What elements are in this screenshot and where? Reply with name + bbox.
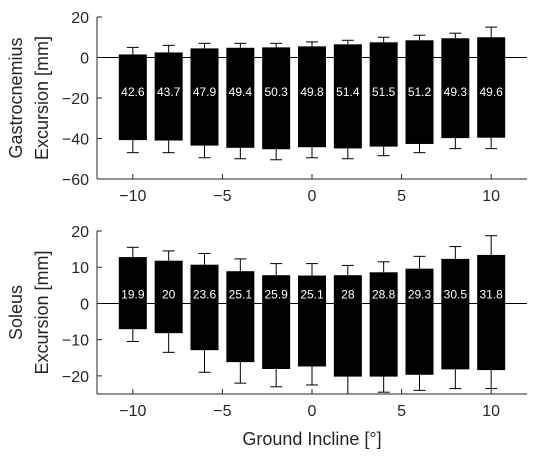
- bar-value-label: 20: [162, 287, 176, 301]
- bar-value-label: 50.3: [264, 85, 288, 99]
- x-tick-label: 5: [397, 403, 406, 420]
- bar-value-label: 25.1: [300, 287, 324, 301]
- bar: [118, 257, 147, 330]
- bar-value-label: 31.8: [479, 287, 503, 301]
- bar-value-label: 47.9: [193, 85, 217, 99]
- y-tick-label: 20: [71, 224, 89, 241]
- bar: [190, 264, 219, 351]
- x-tick-label: −10: [119, 188, 146, 205]
- bar: [190, 48, 219, 146]
- y-tick-label: −20: [62, 369, 89, 386]
- bar: [405, 268, 434, 375]
- y-tick-label: 0: [80, 51, 89, 68]
- bar-value-label: 49.3: [444, 85, 468, 99]
- y-axis-label: Soleus: [6, 285, 26, 340]
- y-axis-label: Excursion [mm]: [32, 250, 52, 374]
- bar: [369, 272, 398, 377]
- x-axis-label: Ground Incline [°]: [242, 429, 381, 449]
- soleus-panel: 19.9 20 23.6 25.1 25.9 25.1 28 28.8 29.3 30.5 31.8…: [6, 224, 527, 449]
- bar: [154, 260, 183, 334]
- bar: [118, 54, 147, 141]
- bar-value-label: 23.6: [193, 287, 217, 301]
- bar: [298, 46, 326, 148]
- y-tick-label: 0: [80, 296, 89, 313]
- bar: [477, 37, 506, 138]
- bar-value-label: 51.4: [336, 85, 360, 99]
- y-tick-label: −20: [62, 91, 89, 108]
- y-tick-label: −60: [62, 172, 89, 189]
- bar-value-label: 49.4: [229, 85, 253, 99]
- y-tick-label: −40: [62, 132, 89, 149]
- bar: [226, 271, 255, 363]
- y-tick-label: −10: [62, 333, 89, 350]
- bar-value-label: 25.1: [229, 287, 253, 301]
- bar: [333, 44, 362, 149]
- x-tick-label: −10: [119, 403, 146, 420]
- y-axis-label: Gastrocnemius: [6, 37, 26, 158]
- bar-value-label: 29.3: [408, 287, 432, 301]
- bar: [405, 40, 434, 144]
- bar-value-label: 49.8: [300, 85, 324, 99]
- bar-value-label: 30.5: [444, 287, 468, 301]
- bar-value-label: 43.7: [157, 85, 181, 99]
- x-tick-label: −5: [213, 403, 231, 420]
- x-tick-label: 0: [308, 403, 317, 420]
- x-tick-label: 0: [308, 188, 317, 205]
- bar: [262, 275, 291, 370]
- bar-value-label: 28: [341, 287, 355, 301]
- bar-value-label: 25.9: [264, 287, 288, 301]
- gastrocnemius-panel: 42.6 43.7 47.9 49.4 50.3 49.8 51.4 51.5 51.2 49.3…: [6, 10, 527, 205]
- bar-value-label: 42.6: [121, 85, 145, 99]
- x-tick-label: 10: [482, 188, 500, 205]
- y-tick-label: 10: [71, 260, 89, 277]
- bar: [298, 275, 326, 367]
- bar: [333, 275, 362, 377]
- bar-value-label: 28.8: [372, 287, 396, 301]
- bar: [262, 47, 291, 150]
- bar: [369, 42, 398, 147]
- y-tick-label: 20: [71, 10, 89, 27]
- bar-value-label: 49.6: [479, 85, 503, 99]
- bar: [441, 258, 470, 370]
- x-tick-label: 5: [397, 188, 406, 205]
- bar-value-label: 19.9: [121, 287, 145, 301]
- bar: [477, 254, 506, 371]
- bar-value-label: 51.2: [408, 85, 432, 99]
- bar-value-label: 51.5: [372, 85, 396, 99]
- bar: [441, 38, 470, 139]
- x-tick-label: −5: [213, 188, 231, 205]
- y-axis-label: Excursion [mm]: [32, 36, 52, 160]
- bar: [226, 47, 255, 148]
- x-tick-label: 10: [482, 403, 500, 420]
- bar: [154, 52, 183, 141]
